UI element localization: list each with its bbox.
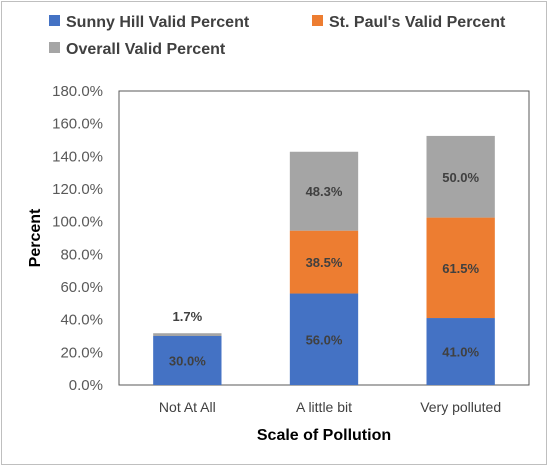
x-axis-categories: Not At All A little bit Very polluted bbox=[159, 399, 501, 415]
data-label: 30.0% bbox=[169, 354, 206, 369]
legend-label-st-pauls: St. Paul's Valid Percent bbox=[329, 14, 506, 31]
bar-segment bbox=[289, 151, 359, 231]
bar-segment bbox=[153, 336, 222, 385]
y-tick-label: 160.0% bbox=[52, 116, 103, 133]
data-label: 38.5% bbox=[306, 255, 343, 270]
legend-swatch-overall bbox=[49, 42, 60, 53]
x-tick-label: Not At All bbox=[159, 399, 216, 415]
bar-segment bbox=[426, 217, 495, 319]
bars bbox=[153, 135, 495, 385]
legend-label-overall: Overall Valid Percent bbox=[66, 41, 226, 58]
data-label: 56.0% bbox=[306, 332, 343, 347]
legend-swatch-sunny-hill bbox=[49, 15, 60, 26]
y-tick-label: 0.0% bbox=[69, 377, 103, 394]
legend-label-sunny-hill: Sunny Hill Valid Percent bbox=[66, 14, 250, 31]
bar-segment bbox=[289, 293, 359, 385]
y-axis-ticks: 0.0% 20.0% 40.0% 60.0% 80.0% 100.0% 120.0% 140.… bbox=[52, 83, 103, 394]
bar-segment bbox=[153, 333, 222, 336]
bar-segment bbox=[426, 135, 495, 218]
data-label: 48.3% bbox=[306, 184, 343, 199]
y-tick-label: 60.0% bbox=[60, 279, 103, 296]
bar-segment bbox=[289, 230, 359, 294]
x-tick-label: Very polluted bbox=[420, 399, 501, 415]
y-tick-label: 120.0% bbox=[52, 181, 103, 198]
bar-segment bbox=[426, 318, 495, 385]
data-label: 41.0% bbox=[442, 345, 479, 360]
y-tick-label: 140.0% bbox=[52, 148, 103, 165]
data-label: 50.0% bbox=[442, 170, 479, 185]
y-axis-title: Percent bbox=[27, 208, 44, 267]
y-tick-label: 180.0% bbox=[52, 83, 103, 100]
legend: Sunny Hill Valid Percent St. Paul's Vali… bbox=[49, 14, 506, 58]
x-tick-label: A little bit bbox=[296, 399, 352, 415]
legend-swatch-st-pauls bbox=[312, 15, 323, 26]
x-axis-title: Scale of Pollution bbox=[257, 427, 391, 444]
y-tick-label: 20.0% bbox=[60, 344, 103, 361]
y-tick-label: 40.0% bbox=[60, 312, 103, 329]
y-tick-label: 100.0% bbox=[52, 214, 103, 231]
y-tick-label: 80.0% bbox=[60, 246, 103, 263]
data-labels: 30.0% 1.7% 56.0% 38.5% 48.3% 41.0% 61.5% 50.0% bbox=[169, 170, 480, 369]
data-label: 61.5% bbox=[442, 261, 479, 276]
data-label: 1.7% bbox=[173, 309, 203, 324]
